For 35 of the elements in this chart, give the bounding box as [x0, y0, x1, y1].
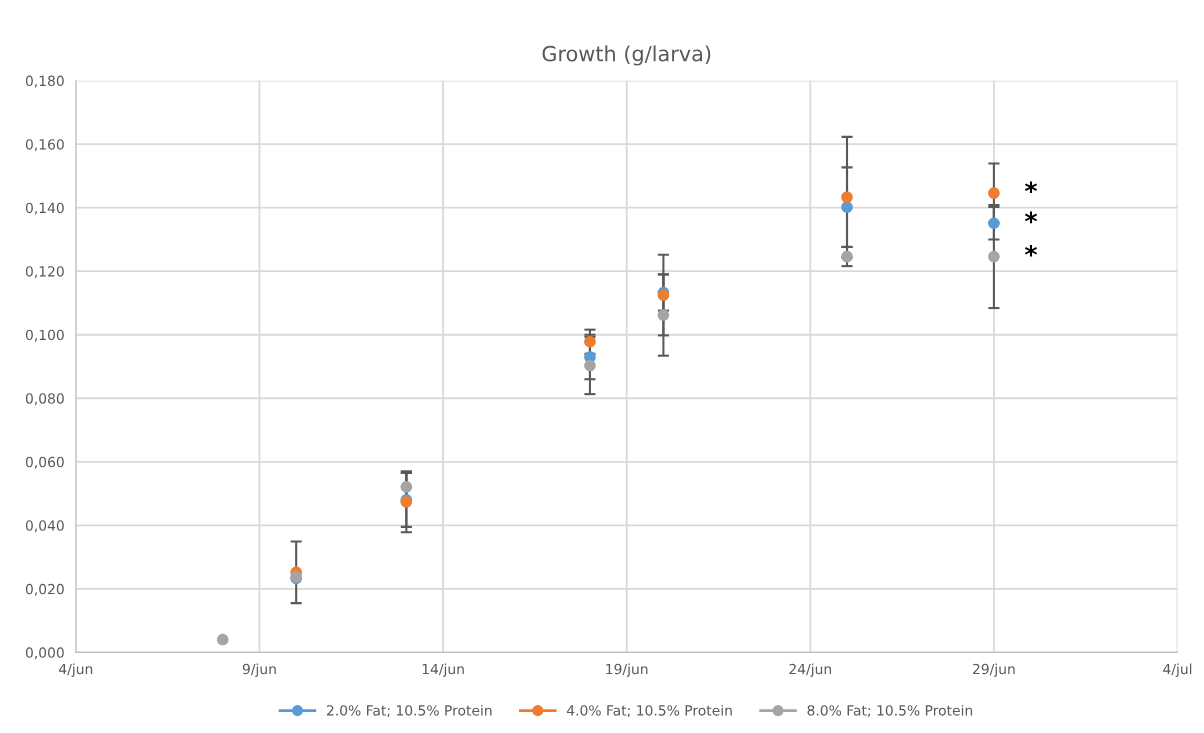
- y-tick-label: 0,000: [25, 647, 64, 660]
- y-tick-label: 0,140: [25, 202, 64, 215]
- y-tick-label: 0,020: [25, 583, 64, 596]
- point: [988, 187, 1000, 199]
- point: [584, 359, 596, 372]
- x-tick-label: 9/jun: [242, 663, 276, 677]
- y-tick-label: 0,060: [25, 456, 64, 469]
- annotation: *: [1024, 211, 1038, 224]
- x-tick-label: 29/jun: [973, 663, 1015, 677]
- annotation: *: [1024, 244, 1038, 257]
- point: [988, 217, 1000, 230]
- point: [841, 201, 853, 213]
- point: [841, 250, 853, 263]
- point: [657, 309, 670, 321]
- x-tick-label: 14/jun: [422, 663, 464, 677]
- y-tick-label: 0,080: [25, 393, 64, 406]
- legend-label: 2.0% Fat; 10.5% Protein: [326, 704, 492, 718]
- point: [988, 250, 1000, 263]
- point: [584, 335, 596, 348]
- x-tick-label: 24/jun: [789, 663, 832, 677]
- annotation: *: [1024, 181, 1038, 194]
- point: [841, 191, 853, 204]
- legend-label: 4.0% Fat; 10.5% Protein: [566, 704, 732, 718]
- y-tick-label: 0,040: [25, 520, 64, 533]
- chart-title: Growth (g/larva): [542, 45, 711, 66]
- y-tick-label: 0,100: [25, 329, 64, 342]
- point: [400, 481, 413, 493]
- y-tick-label: 0,180: [25, 75, 64, 88]
- y-tick-label: 0,120: [25, 266, 64, 279]
- legend-label: 8.0% Fat; 10.5% Protein: [807, 704, 973, 718]
- point: [216, 633, 229, 646]
- y-tick-label: 0,160: [25, 139, 64, 152]
- x-tick-label: 19/jun: [606, 663, 648, 677]
- x-tick-label: 4/jul: [1163, 663, 1192, 677]
- x-tick-label: 4/jun: [59, 663, 93, 677]
